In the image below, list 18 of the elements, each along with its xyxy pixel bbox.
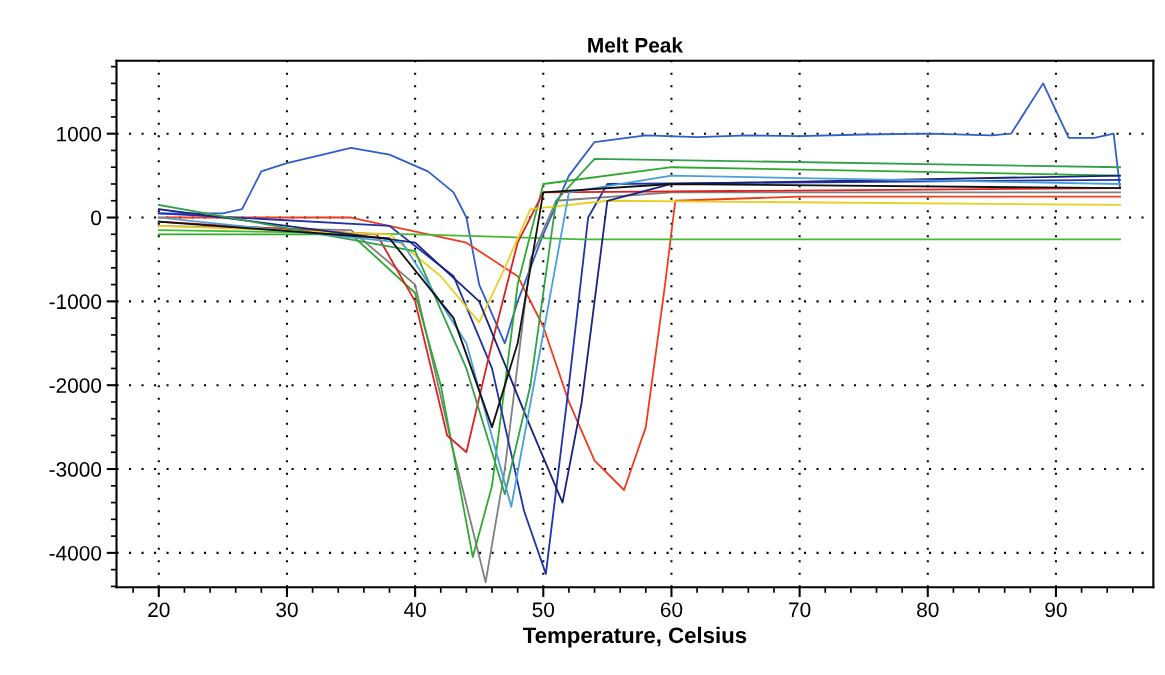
y-tick-label: -3000 [49, 462, 102, 477]
y-tick-label: 0 [91, 210, 102, 226]
y-tick-label: -4000 [49, 545, 102, 561]
x-tick-label: 30 [276, 602, 298, 618]
line-series [157, 82, 1121, 345]
x-tick-label: 40 [404, 602, 426, 618]
chart-title: Melt Peak [588, 37, 683, 53]
x-tick-label: 20 [148, 602, 170, 618]
x-axis-title: Temperature, Celsius [523, 626, 747, 648]
x-tick-label: 70 [789, 602, 811, 618]
line-series [157, 199, 1121, 324]
x-tick-label: 60 [660, 602, 683, 618]
y-tick-label: -2000 [49, 378, 102, 393]
x-tick-label: 90 [1045, 602, 1067, 618]
x-tick-label: 80 [917, 602, 939, 618]
y-tick-label: -1000 [49, 294, 102, 310]
x-tick-label: 50 [532, 602, 555, 618]
y-tick-label: 1000 [57, 126, 102, 142]
